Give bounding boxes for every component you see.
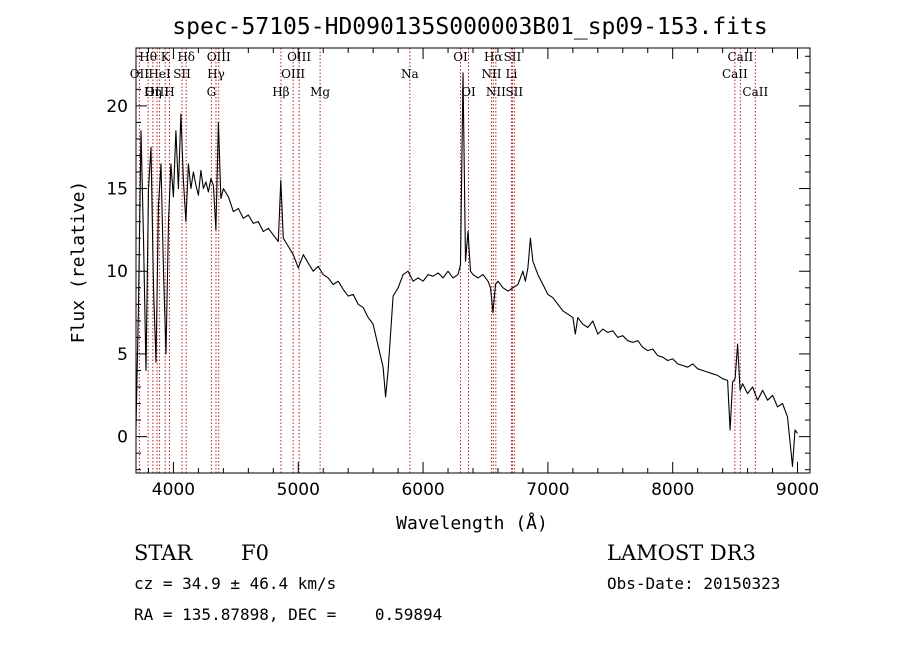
y-tick-label: 0 bbox=[117, 428, 128, 448]
x-tick-label: 8000 bbox=[651, 480, 694, 500]
line-marker-label: NII bbox=[486, 85, 506, 99]
line-marker-label: Na bbox=[401, 67, 419, 81]
plot-frame bbox=[135, 47, 811, 474]
x-tick-label: 4000 bbox=[152, 480, 195, 500]
line-marker-label: OIII bbox=[281, 67, 305, 81]
survey-name: LAMOST DR3 bbox=[607, 541, 756, 565]
line-marker-label: OIII bbox=[287, 50, 311, 64]
chart-title: spec-57105-HD090135S000003B01_sp09-153.f… bbox=[172, 14, 767, 40]
x-axis-label: Wavelength (Å) bbox=[396, 512, 548, 534]
line-markers bbox=[138, 48, 756, 473]
y-axis-label: Flux (relative) bbox=[68, 181, 89, 344]
line-marker-label: CaII bbox=[727, 50, 753, 64]
line-marker-label: OIII bbox=[145, 85, 169, 99]
y-tick-label: 15 bbox=[106, 180, 128, 200]
line-marker-label: H bbox=[164, 85, 174, 99]
line-marker-label: HeI bbox=[148, 67, 171, 81]
line-marker-label: OI bbox=[461, 85, 476, 99]
x-tick-label: 9000 bbox=[776, 480, 819, 500]
axis-ticks: 4000 5000 6000 7000 8000 9000 0 5 10 15 20 bbox=[106, 48, 819, 500]
x-tick-label: 7000 bbox=[526, 480, 569, 500]
line-marker-label: SII bbox=[173, 67, 191, 81]
series-layer bbox=[135, 72, 798, 467]
line-marker-label: Li bbox=[506, 67, 518, 81]
line-marker-label: OI bbox=[453, 50, 468, 64]
line-marker-label: Hγ bbox=[207, 67, 225, 81]
line-marker-label: SII bbox=[505, 85, 523, 99]
line-marker-label: Mg bbox=[310, 85, 330, 99]
line-marker-label: OII bbox=[130, 67, 150, 81]
line-marker-label: Hβ bbox=[272, 85, 289, 99]
line-marker-label: K bbox=[161, 50, 171, 64]
line-marker-label: Hδ bbox=[177, 50, 195, 64]
line-marker-label: Hη bbox=[144, 85, 162, 99]
redshift-readout: cz = 34.9 ± 46.4 km/s bbox=[134, 574, 336, 593]
line-marker-label: G bbox=[207, 85, 217, 99]
line-marker-label: CaII bbox=[742, 85, 768, 99]
x-tick-label: 6000 bbox=[401, 480, 444, 500]
line-marker-label: Hα bbox=[484, 50, 503, 64]
line-marker-label: OIII bbox=[207, 50, 231, 64]
y-tick-label: 10 bbox=[106, 262, 128, 282]
line-marker-label: NII bbox=[481, 67, 501, 81]
line-marker-labels: Hθ OII OIII K HeI Hη H Hδ SII OIII Hγ G Hβ OIII OIII Mg… bbox=[130, 50, 769, 99]
x-tick-label: 5000 bbox=[277, 480, 320, 500]
line-marker-label: SII bbox=[504, 50, 522, 64]
y-tick-label: 20 bbox=[106, 97, 128, 117]
y-tick-label: 5 bbox=[117, 345, 128, 365]
spectral-subclass: F0 bbox=[241, 541, 269, 565]
object-class: STAR bbox=[134, 541, 193, 565]
line-marker-label: CaII bbox=[722, 67, 748, 81]
coordinates: RA = 135.87898, DEC = 0.59894 bbox=[134, 605, 442, 624]
line-marker-label: Hθ bbox=[139, 50, 157, 64]
obs-date: Obs-Date: 20150323 bbox=[607, 574, 780, 593]
flux-series-line bbox=[135, 72, 798, 467]
